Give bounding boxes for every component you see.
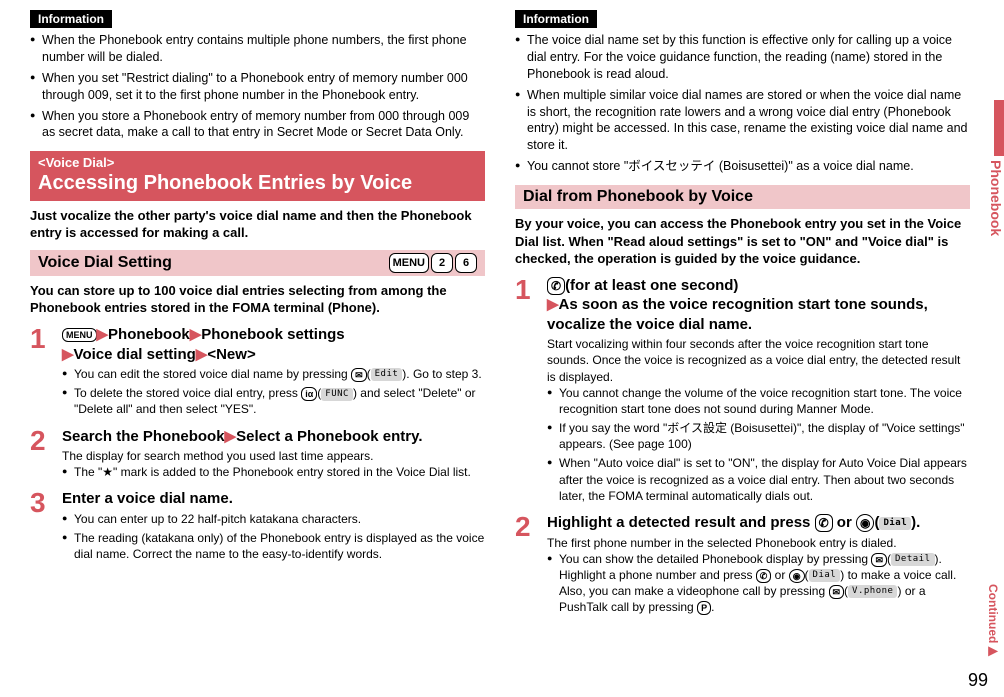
r-step-2: 2 Highlight a detected result and press … <box>515 513 970 618</box>
call-key-icon: ✆ <box>756 569 772 583</box>
subsection-lead: By your voice, you can access the Phoneb… <box>515 215 970 268</box>
step-number: 1 <box>30 325 54 421</box>
soft-detail: Detail <box>891 553 935 566</box>
call-key-icon: ✆ <box>815 514 833 532</box>
step-desc: Start vocalizing within four seconds aft… <box>547 336 970 504</box>
key-2: 2 <box>431 253 453 273</box>
continued-label: Continued▶ <box>986 584 1000 657</box>
desc-item: The "★" mark is added to the Phonebook e… <box>62 464 485 480</box>
step-number: 2 <box>30 427 54 484</box>
section-lead: Just vocalize the other party's voice di… <box>30 207 485 242</box>
side-tab-bar <box>994 100 1004 156</box>
step-desc: You can edit the stored voice dial name … <box>62 366 485 418</box>
center-key-icon: ◉ <box>789 569 805 583</box>
info-list-right: The voice dial name set by this function… <box>515 32 970 175</box>
subsection-voicedial-setting: Voice Dial Setting MENU 2 6 <box>30 250 485 276</box>
info-item: When the Phonebook entry contains multip… <box>30 32 485 66</box>
section-tag: <Voice Dial> <box>38 155 477 171</box>
left-column: Information When the Phonebook entry con… <box>30 10 485 624</box>
mail-key-icon: ✉ <box>829 585 845 599</box>
pushtalk-key-icon: P <box>697 601 711 615</box>
info-label-left: Information <box>30 10 112 28</box>
step-desc: The first phone number in the selected P… <box>547 535 970 616</box>
soft-func: FUNC <box>321 388 353 401</box>
section-header-voicedial: <Voice Dial> Accessing Phonebook Entries… <box>30 151 485 201</box>
key-6: 6 <box>455 253 477 273</box>
right-column: Information The voice dial name set by t… <box>515 10 970 624</box>
desc-item: The reading (katakana only) of the Phone… <box>62 530 485 562</box>
step-title: Highlight a detected result and press ✆ … <box>547 513 970 533</box>
step-1: 1 MENU▶Phonebook▶Phonebook settings ▶Voi… <box>30 325 485 421</box>
step-number: 2 <box>515 513 539 618</box>
desc-item: You can show the detailed Phonebook disp… <box>547 551 970 616</box>
page-number: 99 <box>968 670 988 691</box>
desc-item: You cannot change the volume of the voic… <box>547 385 970 417</box>
subsection-lead: You can store up to 100 voice dial entri… <box>30 282 485 317</box>
mail-key-icon: ✉ <box>871 553 887 567</box>
desc-item: You can edit the stored voice dial name … <box>62 366 485 382</box>
r-step-1: 1 ✆(for at least one second) ▶As soon as… <box>515 276 970 507</box>
step-desc: The display for search method you used l… <box>62 448 485 480</box>
ialpha-key-icon: iα <box>301 387 317 401</box>
key-menu-inline: MENU <box>62 328 97 342</box>
mail-key-icon: ✉ <box>351 368 367 382</box>
call-key-icon: ✆ <box>547 277 565 295</box>
step-title: ✆(for at least one second) ▶As soon as t… <box>547 276 970 335</box>
step-number: 3 <box>30 489 54 565</box>
info-list-left: When the Phonebook entry contains multip… <box>30 32 485 141</box>
info-item: The voice dial name set by this function… <box>515 32 970 83</box>
desc-item: To delete the stored voice dial entry, p… <box>62 385 485 417</box>
info-item: When you store a Phonebook entry of memo… <box>30 108 485 142</box>
step-title: MENU▶Phonebook▶Phonebook settings ▶Voice… <box>62 325 485 364</box>
desc-item: If you say the word "ボイス設定 (Boisusettei)… <box>547 420 970 452</box>
info-item: When multiple similar voice dial names a… <box>515 87 970 155</box>
step-2: 2 Search the Phonebook▶Select a Phoneboo… <box>30 427 485 484</box>
side-tab-phonebook: Phonebook <box>988 100 1004 236</box>
desc-item: You can enter up to 22 half-pitch kataka… <box>62 511 485 527</box>
soft-dial: Dial <box>809 569 841 582</box>
step-title: Search the Phonebook▶Select a Phonebook … <box>62 427 485 447</box>
soft-dial: Dial <box>879 517 911 530</box>
step-desc: You can enter up to 22 half-pitch kataka… <box>62 511 485 563</box>
info-item: When you set "Restrict dialing" to a Pho… <box>30 70 485 104</box>
step-number: 1 <box>515 276 539 507</box>
key-menu: MENU <box>389 253 429 273</box>
step-title: Enter a voice dial name. <box>62 489 485 509</box>
subsection-title: Voice Dial Setting <box>38 254 172 272</box>
info-item: You cannot store "ボイスセッテイ (Boisusettei)"… <box>515 158 970 175</box>
info-label-right: Information <box>515 10 597 28</box>
step-3: 3 Enter a voice dial name. You can enter… <box>30 489 485 565</box>
desc-item: When "Auto voice dial" is set to "ON", t… <box>547 455 970 504</box>
center-key-icon: ◉ <box>856 514 874 532</box>
soft-edit: Edit <box>371 368 403 381</box>
subsection-title: Dial from Phonebook by Voice <box>523 188 753 206</box>
soft-vphone: V.phone <box>848 585 897 598</box>
subsection-dial-by-voice: Dial from Phonebook by Voice <box>515 185 970 209</box>
section-title: Accessing Phonebook Entries by Voice <box>38 171 477 195</box>
